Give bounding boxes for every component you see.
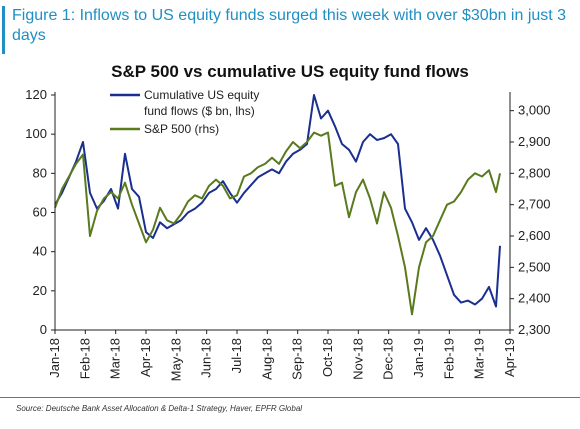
x-tick-label: Jul-18 — [229, 338, 244, 373]
x-tick-label: Jun-18 — [199, 338, 214, 378]
right-tick-label: 2,800 — [518, 165, 551, 180]
x-tick-label: Apr-18 — [138, 338, 153, 377]
right-tick-label: 2,500 — [518, 259, 551, 274]
right-tick-label: 2,600 — [518, 228, 551, 243]
legend-label-sp500: S&P 500 (rhs) — [144, 122, 219, 136]
left-tick-label: 20 — [33, 283, 47, 298]
left-tick-label: 80 — [33, 165, 47, 180]
left-tick-label: 100 — [25, 126, 47, 141]
x-tick-label: Jan-19 — [411, 338, 426, 378]
chart-title: S&P 500 vs cumulative US equity fund flo… — [111, 62, 469, 81]
left-tick-label: 0 — [40, 322, 47, 337]
right-tick-label: 3,000 — [518, 103, 551, 118]
legend: Cumulative US equity fund flows ($ bn, lh… — [110, 88, 259, 136]
x-tick-label: Apr-19 — [502, 338, 517, 377]
x-tick-label: Nov-18 — [350, 338, 365, 380]
x-tick-label: Sep-18 — [290, 338, 305, 380]
right-tick-label: 2,700 — [518, 197, 551, 212]
x-tick-label: Oct-18 — [320, 338, 335, 377]
series-line-sp500 — [54, 131, 501, 316]
x-tick-label: Mar-19 — [472, 338, 487, 379]
series-line-fund-flows — [54, 94, 501, 308]
legend-label-fund-flows: Cumulative US equity fund flows ($ bn, lh… — [144, 88, 259, 118]
plot-area — [54, 94, 501, 316]
x-tick-label: Dec-18 — [381, 338, 396, 380]
title-accent-bar — [2, 6, 5, 54]
x-tick-label: Jan-18 — [47, 338, 62, 378]
x-tick-label: Feb-19 — [441, 338, 456, 379]
x-tick-label: May-18 — [168, 338, 183, 381]
x-tick-label: Feb-18 — [77, 338, 92, 379]
source-note: Source: Deutsche Bank Asset Allocation &… — [16, 404, 303, 413]
source-divider — [0, 397, 580, 398]
left-tick-label: 120 — [25, 87, 47, 102]
x-tick-label: Mar-18 — [108, 338, 123, 379]
right-tick-label: 2,300 — [518, 322, 551, 337]
x-tick-label: Aug-18 — [259, 338, 274, 380]
right-tick-label: 2,900 — [518, 134, 551, 149]
right-tick-label: 2,400 — [518, 291, 551, 306]
axes: 0 20 40 60 80 100 120 2,300 2,400 2,500 2,600 2,700… — [25, 87, 550, 381]
chart: 0 20 40 60 80 100 120 2,300 2,400 2,500 2,600 2,700… — [25, 87, 550, 381]
figure-title: Figure 1: Inflows to US equity funds sur… — [12, 7, 567, 44]
left-tick-label: 40 — [33, 244, 47, 259]
left-tick-label: 60 — [33, 205, 47, 220]
